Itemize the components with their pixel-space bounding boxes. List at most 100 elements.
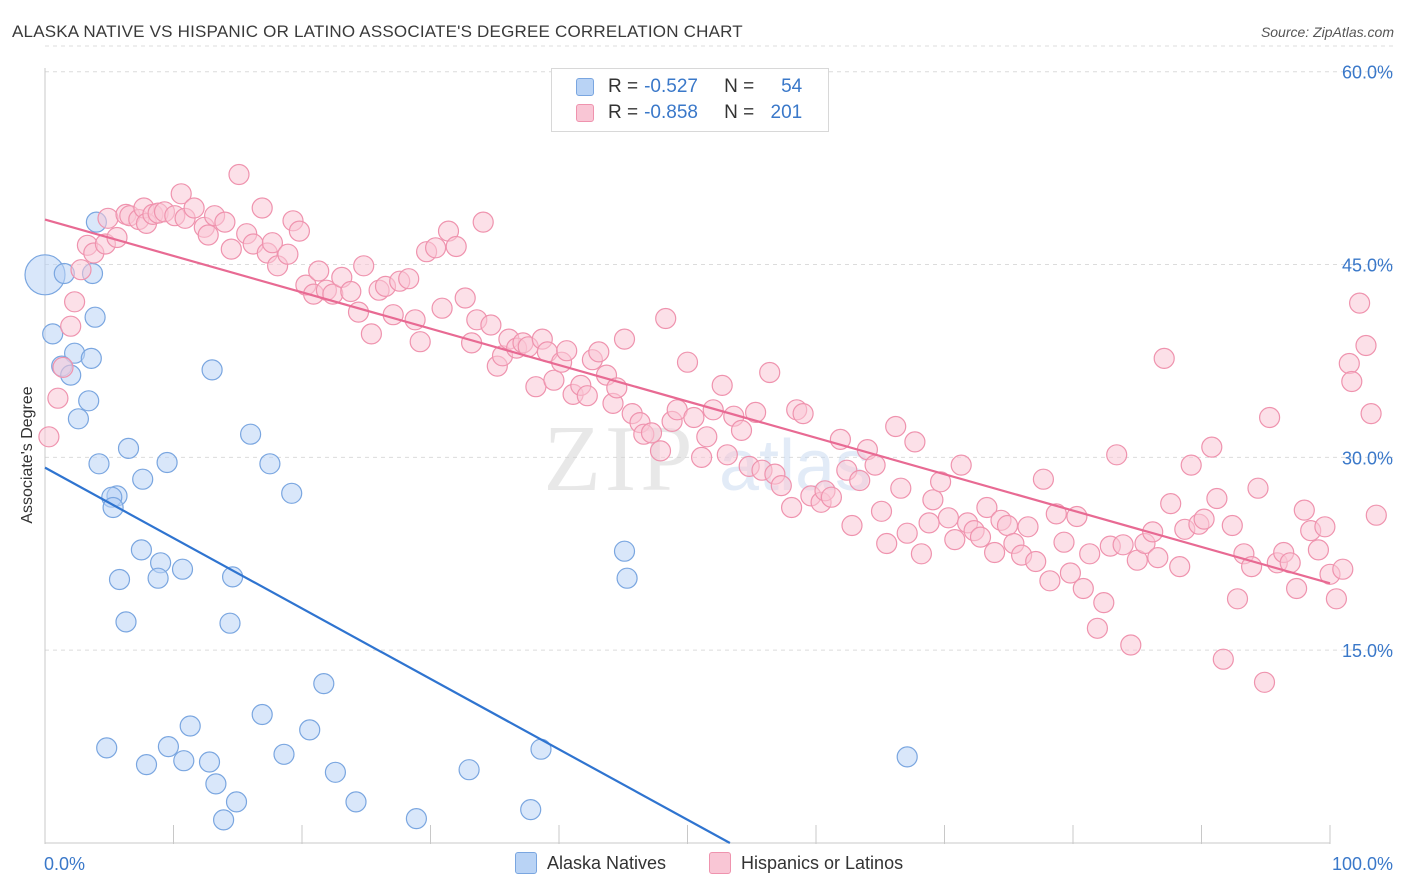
point-hispanics-or-latinos (1307, 539, 1330, 561)
point-alaska-natives (251, 703, 273, 726)
point-hispanics-or-latinos (1332, 558, 1354, 580)
point-hispanics-or-latinos (744, 401, 767, 423)
point-hispanics-or-latinos (730, 419, 753, 441)
point-alaska-natives (259, 453, 281, 475)
point-hispanics-or-latinos (983, 541, 1006, 564)
point-hispanics-or-latinos (780, 496, 803, 519)
trend-lines (44, 218, 1331, 844)
point-alaska-natives (115, 611, 137, 633)
legend-n-value: 201 (770, 102, 803, 123)
point-alaska-natives (135, 753, 158, 776)
point-hispanics-or-latinos (308, 260, 330, 282)
point-hispanics-or-latinos (480, 314, 502, 336)
point-hispanics-or-latinos (1079, 543, 1101, 565)
point-hispanics-or-latinos (711, 374, 733, 396)
point-hispanics-or-latinos (1093, 591, 1115, 614)
stats-legend: R = -0.527 N = 54 R = -0.858 N = 201 (551, 68, 829, 132)
point-alaska-natives (273, 743, 295, 765)
point-hispanics-or-latinos (588, 341, 610, 363)
legend-swatch-alaska-natives (515, 852, 537, 874)
point-hispanics-or-latinos (1153, 347, 1175, 369)
point-hispanics-or-latinos (60, 315, 82, 337)
trend-line-alaska-natives (44, 466, 731, 844)
x-tick-label-max: 100.0% (1332, 854, 1393, 874)
point-hispanics-or-latinos (1201, 436, 1223, 458)
point-hispanics-or-latinos (904, 431, 926, 453)
point-hispanics-or-latinos (63, 291, 86, 313)
point-hispanics-or-latinos (454, 287, 476, 309)
point-hispanics-or-latinos (214, 211, 236, 233)
point-alaska-natives (201, 359, 223, 381)
point-hispanics-or-latinos (353, 255, 375, 277)
point-hispanics-or-latinos (890, 477, 912, 499)
point-hispanics-or-latinos (1253, 671, 1276, 693)
x-tick-label-min: 0.0% (44, 854, 85, 874)
point-hispanics-or-latinos (1212, 648, 1234, 670)
point-hispanics-or-latinos (1206, 487, 1228, 510)
point-alaska-natives (108, 568, 131, 591)
point-hispanics-or-latinos (170, 183, 192, 205)
point-alaska-natives (313, 672, 335, 695)
legend-r-label: R = (608, 102, 639, 123)
point-hispanics-or-latinos (1072, 577, 1094, 600)
legend-row-alaska-natives: R = -0.527 N = 54 (576, 75, 802, 99)
point-hispanics-or-latinos (576, 385, 598, 407)
point-hispanics-or-latinos (841, 514, 863, 537)
point-hispanics-or-latinos (445, 235, 467, 258)
point-hispanics-or-latinos (1180, 454, 1202, 476)
point-hispanics-or-latinos (1086, 617, 1109, 639)
point-hispanics-or-latinos (1285, 577, 1308, 600)
legend-item-hispanics-or-latinos[interactable]: Hispanics or Latinos (709, 852, 903, 874)
legend-swatch-hispanics-or-latinos (576, 104, 594, 122)
point-hispanics-or-latinos (792, 403, 814, 425)
point-hispanics-or-latinos (360, 323, 382, 345)
point-hispanics-or-latinos (1341, 370, 1363, 393)
point-hispanics-or-latinos (896, 522, 918, 544)
point-alaska-natives (84, 306, 106, 328)
point-alaska-natives (198, 751, 221, 773)
point-hispanics-or-latinos (1032, 468, 1055, 490)
point-alaska-natives (219, 612, 241, 634)
point-alaska-natives (458, 759, 480, 781)
point-alaska-natives (96, 737, 118, 759)
series-legend: Alaska Natives Hispanics or Latinos (0, 852, 1406, 876)
point-hispanics-or-latinos (70, 259, 92, 281)
tick-labels: 15.0% 30.0% 45.0% 60.0% 0.0% 100.0% (44, 63, 1393, 874)
point-hispanics-or-latinos (1142, 521, 1164, 543)
point-hispanics-or-latinos (1039, 570, 1061, 592)
legend-r-label: R = (608, 76, 639, 97)
point-hispanics-or-latinos (220, 238, 242, 260)
point-hispanics-or-latinos (431, 297, 453, 319)
point-alaska-natives (117, 437, 140, 459)
point-hispanics-or-latinos (1360, 403, 1382, 425)
point-hispanics-or-latinos (525, 376, 547, 398)
point-alaska-natives (281, 482, 303, 504)
legend-row-hispanics-or-latinos: R = -0.858 N = 201 (576, 101, 802, 125)
point-alaska-natives (132, 468, 154, 490)
point-alaska-natives (42, 323, 64, 345)
point-hispanics-or-latinos (1025, 550, 1047, 573)
point-hispanics-or-latinos (696, 426, 718, 448)
point-hispanics-or-latinos (870, 500, 893, 522)
point-hispanics-or-latinos (937, 507, 960, 529)
point-hispanics-or-latinos (910, 543, 933, 565)
legend-n-label: N = (724, 102, 755, 123)
point-alaska-natives (324, 761, 346, 783)
gridlines (45, 45, 1395, 651)
point-hispanics-or-latinos (676, 351, 699, 373)
point-alaska-natives (299, 719, 321, 741)
point-hispanics-or-latinos (556, 340, 578, 362)
y-tick-label: 45.0% (1342, 256, 1393, 276)
point-hispanics-or-latinos (918, 512, 940, 534)
y-tick-label: 60.0% (1342, 63, 1393, 83)
point-hispanics-or-latinos (820, 486, 843, 508)
point-hispanics-or-latinos (1221, 514, 1243, 537)
point-hispanics-or-latinos (1247, 477, 1269, 499)
point-hispanics-or-latinos (52, 356, 74, 378)
point-hispanics-or-latinos (1160, 493, 1182, 515)
legend-item-alaska-natives[interactable]: Alaska Natives (515, 852, 666, 874)
point-hispanics-or-latinos (288, 220, 310, 242)
point-alaska-natives (130, 539, 152, 561)
point-hispanics-or-latinos (1112, 534, 1134, 556)
point-alaska-natives (613, 540, 636, 562)
